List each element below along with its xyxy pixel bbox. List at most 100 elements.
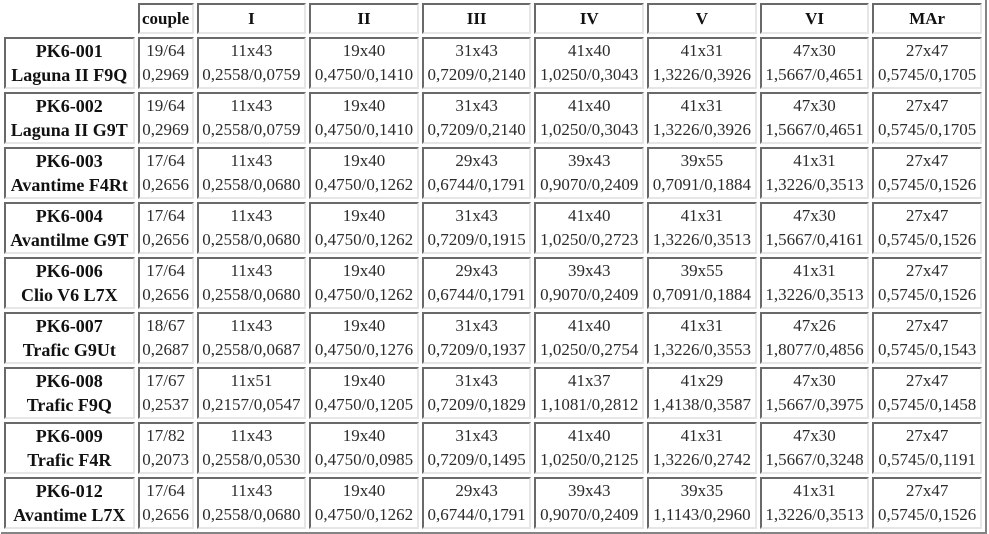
ratio-ratio: 0,4750/0,1262 <box>314 230 414 249</box>
ratio-cell: 19x40 0,4750/0,1262 <box>309 477 419 529</box>
ratio-teeth: 47x26 <box>793 316 836 335</box>
ratio-ratio: 0,5745/0,1526 <box>878 505 977 524</box>
ratio-teeth: 19x40 <box>342 481 386 500</box>
ratio-ratio: 0,7209/0,1829 <box>427 395 526 414</box>
ratio-teeth: 47x30 <box>793 96 836 115</box>
gearbox-code: PK6-004 <box>35 206 103 226</box>
ratio-cell: 27x47 0,5745/0,1526 <box>872 147 982 199</box>
ratio-teeth: 19x40 <box>342 151 386 170</box>
ratio-teeth: 41x31 <box>680 426 724 445</box>
column-header: V <box>647 3 757 34</box>
ratio-cell: 29x43 0,6744/0,1791 <box>421 147 532 199</box>
ratio-cell: 47x30 1,5667/0,4651 <box>759 37 870 89</box>
gearbox-code: PK6-007 <box>35 316 103 336</box>
header-row: couple I II III IV V VI MAr <box>4 3 982 34</box>
ratio-ratio: 0,9070/0,2409 <box>540 285 639 304</box>
ratio-teeth: 41x40 <box>568 316 611 335</box>
table-row: PK6-002 Laguna II G9T 19/64 0,2969 11x43 0,25… <box>4 92 982 144</box>
ratio-ratio: 0,7091/0,1884 <box>652 175 751 194</box>
ratio-teeth: 39x35 <box>680 481 724 500</box>
gearbox-model: Laguna II G9T <box>10 120 128 140</box>
column-header: III <box>421 3 532 34</box>
ratio-cell: 31x43 0,7209/0,1915 <box>421 202 532 254</box>
ratio-teeth: 39x55 <box>680 151 724 170</box>
gearbox-model: Avantime L7X <box>13 505 126 525</box>
ratio-cell: 31x43 0,7209/0,1829 <box>421 367 532 419</box>
ratio-ratio: 0,2656 <box>142 505 189 524</box>
ratio-teeth: 11x43 <box>230 206 273 225</box>
ratio-ratio: 1,5667/0,3975 <box>765 395 864 414</box>
ratio-cell: 11x43 0,2558/0,0680 <box>196 147 307 199</box>
ratio-teeth: 17/64 <box>146 261 185 280</box>
ratio-teeth: 47x30 <box>793 426 836 445</box>
ratio-ratio: 1,3226/0,3926 <box>652 120 751 139</box>
column-header: II <box>309 3 419 34</box>
ratio-teeth: 41x40 <box>568 96 611 115</box>
ratio-teeth: 27x47 <box>905 41 949 60</box>
ratio-ratio: 0,4750/0,1262 <box>314 505 414 524</box>
ratio-teeth: 31x43 <box>455 371 498 390</box>
ratio-ratio: 0,2656 <box>142 230 189 249</box>
ratio-teeth: 31x43 <box>455 426 498 445</box>
ratio-teeth: 41x40 <box>568 206 611 225</box>
ratio-ratio: 1,1143/0,2960 <box>653 505 751 524</box>
ratio-cell: 19x40 0,4750/0,1205 <box>309 367 419 419</box>
ratio-cell: 41x31 1,3226/0,3926 <box>647 92 757 144</box>
ratio-cell: 11x43 0,2558/0,0687 <box>196 312 307 364</box>
ratio-teeth: 11x43 <box>230 261 273 280</box>
ratio-cell: 41x40 1,0250/0,2754 <box>534 312 645 364</box>
table-row: PK6-001 Laguna II F9Q 19/64 0,2969 11x43 0,25… <box>4 37 982 89</box>
ratio-teeth: 19x40 <box>342 371 386 390</box>
ratio-ratio: 1,4138/0,3587 <box>652 395 751 414</box>
column-header: couple <box>137 3 194 34</box>
ratio-teeth: 31x43 <box>455 41 498 60</box>
ratio-teeth: 29x43 <box>455 151 498 170</box>
ratio-ratio: 0,4750/0,1410 <box>314 120 414 139</box>
gearbox-model: Avantilme G9T <box>10 230 129 250</box>
ratio-ratio: 0,4750/0,1410 <box>314 65 414 84</box>
ratio-cell: 17/64 0,2656 <box>137 147 194 199</box>
ratio-teeth: 27x47 <box>905 151 949 170</box>
ratio-ratio: 1,3226/0,2742 <box>652 450 751 469</box>
ratio-teeth: 31x43 <box>455 316 498 335</box>
ratio-cell: 19/64 0,2969 <box>137 92 194 144</box>
ratio-cell: 27x47 0,5745/0,1705 <box>872 92 982 144</box>
ratio-cell: 41x40 1,0250/0,3043 <box>534 37 645 89</box>
ratio-cell: 41x31 1,3226/0,3513 <box>759 257 870 309</box>
ratio-teeth: 47x30 <box>793 41 836 60</box>
ratio-teeth: 27x47 <box>905 371 949 390</box>
ratio-ratio: 0,7091/0,1884 <box>652 285 751 304</box>
ratio-ratio: 0,5745/0,1458 <box>878 395 977 414</box>
ratio-cell: 47x30 1,5667/0,4161 <box>759 202 870 254</box>
ratio-cell: 39x43 0,9070/0,2409 <box>534 477 645 529</box>
ratio-ratio: 1,5667/0,4651 <box>765 120 864 139</box>
ratio-cell: 11x43 0,2558/0,0759 <box>196 37 307 89</box>
gearbox-label-cell: PK6-003 Avantime F4Rt <box>4 147 135 199</box>
ratio-ratio: 1,3226/0,3513 <box>765 175 864 194</box>
ratio-ratio: 1,3226/0,3926 <box>652 65 751 84</box>
ratio-ratio: 1,0250/0,2125 <box>540 450 639 469</box>
ratio-teeth: 39x43 <box>568 261 611 280</box>
ratio-cell: 17/82 0,2073 <box>137 422 194 474</box>
ratio-ratio: 0,9070/0,2409 <box>540 175 639 194</box>
ratio-ratio: 1,3226/0,3513 <box>765 285 864 304</box>
table-row: PK6-003 Avantime F4Rt 17/64 0,2656 11x43 0,25… <box>4 147 982 199</box>
ratio-cell: 11x43 0,2558/0,0680 <box>196 257 307 309</box>
ratio-teeth: 19x40 <box>342 96 386 115</box>
ratio-ratio: 0,5745/0,1191 <box>878 450 976 469</box>
ratio-teeth: 41x40 <box>568 41 611 60</box>
ratio-cell: 41x31 1,3226/0,3513 <box>759 147 870 199</box>
ratio-cell: 27x47 0,5745/0,1705 <box>872 37 982 89</box>
ratio-teeth: 18/67 <box>146 316 185 335</box>
ratio-teeth: 41x40 <box>568 426 611 445</box>
table-row: PK6-007 Trafic G9Ut 18/67 0,2687 11x43 0,2558… <box>4 312 982 364</box>
gearbox-model: Trafic F9Q <box>26 395 112 415</box>
gearbox-label-cell: PK6-006 Clio V6 L7X <box>4 257 135 309</box>
ratio-ratio: 0,2558/0,0680 <box>202 285 301 304</box>
ratio-cell: 41x31 1,3226/0,3553 <box>647 312 757 364</box>
ratio-cell: 31x43 0,7209/0,2140 <box>421 37 532 89</box>
gearbox-code: PK6-001 <box>35 41 103 61</box>
ratio-ratio: 0,5745/0,1705 <box>878 120 977 139</box>
ratio-teeth: 41x29 <box>680 371 724 390</box>
ratio-ratio: 0,7209/0,2140 <box>427 65 526 84</box>
